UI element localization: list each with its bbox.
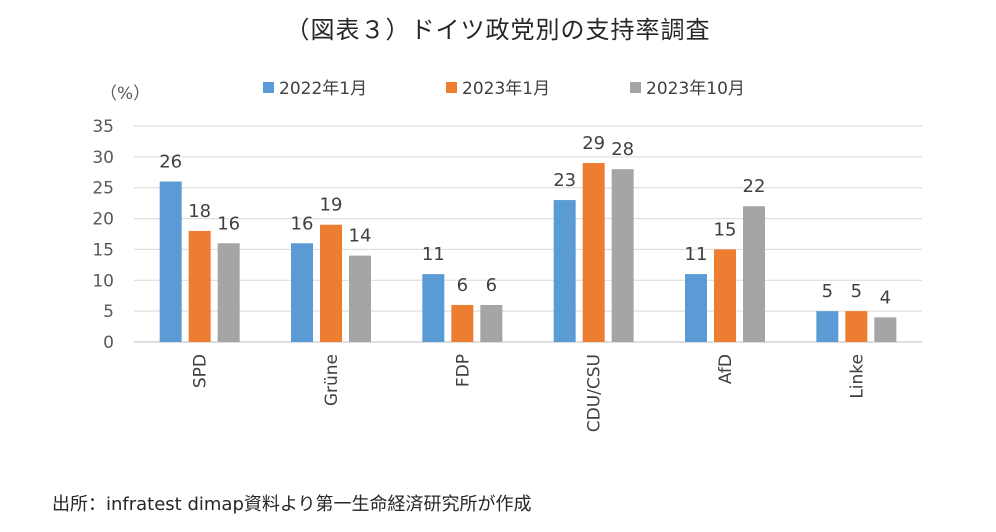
- bar: [714, 249, 736, 342]
- bar: [291, 243, 313, 342]
- source-note: 出所：infratest dimap資料より第一生命経済研究所が作成: [52, 494, 532, 515]
- data-label: 11: [685, 244, 708, 265]
- data-label: 22: [743, 176, 766, 197]
- bar: [845, 311, 868, 342]
- data-label: 26: [159, 152, 182, 173]
- legend-entry: 2022年1月: [279, 79, 367, 99]
- bar: [816, 311, 839, 342]
- data-label: 16: [291, 213, 314, 234]
- y-tick-label: 5: [103, 302, 114, 322]
- data-label: 29: [582, 133, 605, 154]
- y-tick-label: 30: [92, 148, 114, 168]
- data-label: 5: [822, 281, 833, 302]
- bar: [582, 163, 605, 342]
- legend-entry: 2023年1月: [462, 79, 550, 99]
- bars: [159, 163, 897, 342]
- bar: [188, 230, 211, 342]
- y-tick-label: 25: [92, 179, 114, 199]
- y-tick-label: 20: [92, 210, 114, 230]
- x-category-label: AfD: [716, 354, 736, 384]
- x-category-label: FDP: [453, 354, 473, 387]
- data-label: 18: [188, 201, 211, 222]
- y-axis: 0 5 10 15 20 25 30 35: [92, 117, 114, 353]
- data-label: 11: [422, 244, 445, 265]
- bar: [553, 200, 576, 342]
- legend: 2022年1月 2023年1月 2023年10月: [263, 79, 745, 99]
- data-label: 4: [880, 287, 891, 308]
- legend-swatch: [630, 82, 641, 93]
- x-category-label: CDU/CSU: [585, 354, 605, 432]
- bar: [320, 224, 342, 342]
- y-tick-label: 15: [92, 240, 114, 260]
- data-label: 28: [611, 139, 634, 160]
- bar: [349, 255, 371, 342]
- data-label: 6: [486, 275, 497, 296]
- legend-swatch: [446, 82, 457, 93]
- data-label: 19: [320, 195, 343, 216]
- data-label: 14: [349, 226, 372, 247]
- bar: [451, 304, 474, 342]
- legend-entry: 2023年10月: [646, 79, 745, 99]
- bar: [685, 274, 707, 342]
- y-tick-label: 10: [92, 271, 114, 291]
- y-tick-label: 35: [92, 117, 114, 137]
- legend-swatch: [263, 82, 274, 93]
- data-label: 16: [217, 213, 240, 234]
- bar: [159, 181, 182, 342]
- x-category-label: Grüne: [322, 354, 342, 406]
- x-category-label: Linke: [847, 354, 867, 399]
- data-label: 15: [714, 219, 737, 240]
- bar: [874, 317, 897, 342]
- gridlines: [134, 125, 922, 343]
- x-axis-categories: SPD Grüne FDP CDU/CSU AfD Linke: [191, 354, 868, 432]
- bar: [743, 206, 765, 342]
- y-tick-label: 0: [103, 333, 114, 353]
- chart-title: （図表３）ドイツ政党別の支持率調査: [285, 16, 711, 44]
- y-axis-unit: （%）: [100, 84, 150, 104]
- bar: [480, 304, 503, 342]
- data-label: 5: [851, 281, 862, 302]
- bar: [611, 169, 634, 342]
- x-category-label: SPD: [191, 354, 211, 388]
- bar: [217, 243, 240, 342]
- data-label: 6: [457, 275, 468, 296]
- data-label: 23: [553, 170, 576, 191]
- bar: [422, 274, 445, 342]
